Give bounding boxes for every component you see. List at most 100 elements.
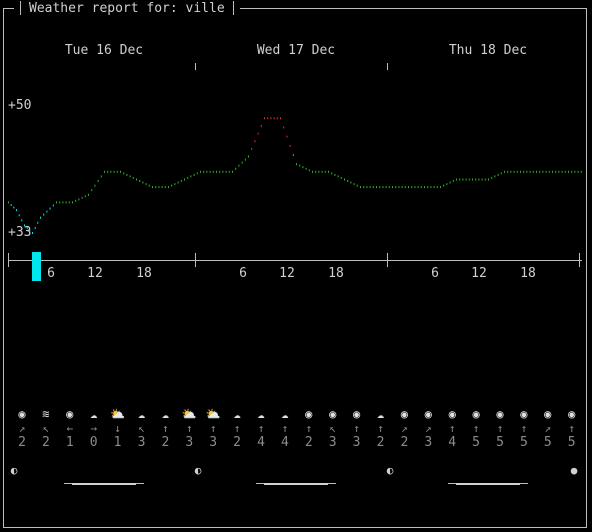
title-tick-right [232, 1, 234, 15]
temperature-point [443, 184, 445, 187]
temperature-point [251, 147, 253, 150]
sun-icon: ◉ [66, 407, 74, 421]
temperature-point [129, 175, 131, 178]
temperature-point [196, 172, 198, 175]
temperature-point [21, 219, 23, 222]
wind-direction-icon: ← [66, 422, 74, 435]
temperature-point [180, 180, 182, 182]
cloud-icon: ☁ [376, 407, 385, 421]
temperature-point [88, 193, 89, 196]
wind-speed: 4 [257, 435, 265, 450]
temperature-point [142, 181, 144, 184]
temperature-point [449, 181, 451, 184]
temperature-point [558, 170, 560, 173]
temperature-point [148, 184, 150, 187]
fog-icon: ≋ [42, 407, 50, 421]
temperature-point [542, 170, 544, 173]
temperature-point [401, 186, 403, 189]
partly-cloudy-icon: ⛅ [181, 407, 197, 421]
temperature-point [408, 186, 409, 189]
temperature-point [136, 178, 137, 181]
temperature-point [190, 175, 192, 178]
temperature-point [244, 158, 246, 161]
wind-direction-icon: ↑ [520, 422, 528, 435]
temperature-point [344, 178, 345, 181]
wind-direction-icon: ↖ [42, 422, 50, 435]
wind-direction-icon: ↑ [568, 422, 575, 435]
temperature-point [107, 170, 109, 173]
partly-cloudy-icon: ⛅ [110, 407, 126, 421]
wind-speed: 2 [161, 435, 170, 450]
sun-icon: ◉ [352, 407, 361, 421]
temperature-point [97, 180, 99, 182]
temperature-chart [8, 117, 582, 234]
temperature-point [286, 135, 288, 138]
cloud-icon: ☁ [233, 407, 241, 421]
moon-phase-icon: ◐ [10, 464, 18, 477]
report-frame [3, 8, 587, 528]
temperature-point [324, 170, 326, 173]
temperature-point [507, 170, 509, 173]
temperature-point [26, 226, 28, 229]
day-divider-mark [387, 63, 388, 70]
temperature-point [187, 176, 189, 179]
temperature-point [395, 186, 397, 189]
temperature-point [427, 186, 429, 189]
temperature-point [212, 170, 214, 173]
temperature-point [539, 170, 541, 173]
temperature-point [337, 175, 339, 178]
temperature-point [104, 170, 105, 173]
wind-direction-icon: ↑ [185, 422, 193, 435]
temperature-point [65, 201, 67, 204]
wind-direction-icon: ↖ [138, 422, 145, 435]
temperature-point [526, 170, 528, 173]
temperature-point [13, 206, 15, 209]
hour-label: 12 [87, 266, 103, 281]
temperature-point [312, 170, 313, 173]
temperature-point [228, 170, 230, 173]
temperature-point [504, 170, 505, 173]
temperature-point [219, 170, 221, 173]
hour-label: 12 [279, 266, 295, 281]
temperature-point [420, 186, 422, 189]
temperature-point [116, 170, 118, 173]
temperature-point [200, 170, 201, 173]
temperature-point [120, 170, 121, 173]
y-axis-bottom-label: +33 [8, 225, 32, 240]
temperature-point [360, 186, 361, 189]
temperature-point [59, 201, 61, 204]
temperature-point [436, 186, 438, 189]
temperature-point [225, 170, 227, 173]
wind-direction-icon: ↑ [472, 422, 480, 435]
temperature-point [350, 181, 352, 184]
temperature-point [145, 183, 147, 186]
temperature-point [574, 170, 576, 173]
temperature-point [171, 184, 173, 187]
hour-label: 18 [520, 266, 536, 281]
temperature-point [392, 186, 393, 189]
y-axis-top-label: +50 [8, 98, 32, 113]
temperature-point [184, 178, 185, 181]
temperature-point [500, 172, 502, 175]
temperature-point [32, 232, 33, 234]
temperature-point [404, 186, 406, 189]
temperature-point [472, 178, 473, 181]
wind-direction-icon: ↑ [377, 422, 384, 435]
temperature-point [248, 155, 249, 158]
wind-speed: 5 [567, 435, 576, 450]
temperature-point [555, 170, 557, 173]
current-time-cursor[interactable] [32, 252, 41, 281]
temperature-point [456, 178, 457, 181]
temperature-point [369, 186, 371, 189]
temperature-point [481, 178, 483, 181]
wind-direction-icon: ↑ [305, 422, 313, 435]
wind-direction-icon: ↑ [281, 422, 289, 435]
temperature-point [158, 186, 160, 189]
temperature-point [478, 178, 480, 181]
wind-speed: 3 [352, 435, 361, 450]
temperature-point [414, 186, 416, 189]
sun-icon: ◉ [568, 407, 576, 421]
temperature-point [475, 178, 477, 181]
temperature-point [161, 186, 163, 189]
temperature-point [452, 180, 454, 182]
